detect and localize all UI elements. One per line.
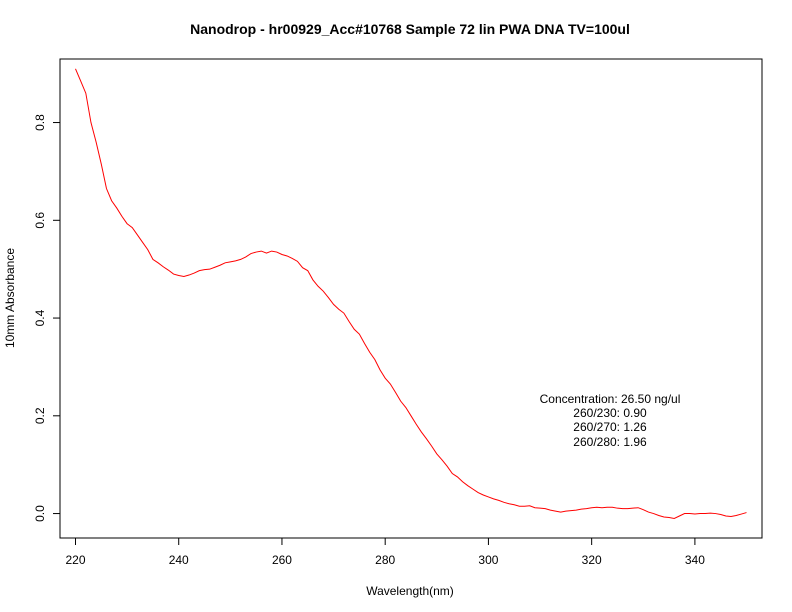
absorbance-series-line	[75, 68, 747, 519]
x-tick-label: 280	[375, 553, 395, 567]
y-tick-label: 0.8	[33, 114, 47, 131]
x-tick-label: 300	[478, 553, 498, 567]
x-tick-label: 260	[272, 553, 292, 567]
x-tick-label: 340	[685, 553, 705, 567]
x-tick-label: 320	[582, 553, 602, 567]
x-axis: 220 240 260 280 300 320 340	[65, 537, 705, 567]
y-axis-label: 10mm Absorbance	[3, 248, 17, 348]
plot-frame	[59, 58, 763, 539]
y-tick-label: 0.6	[33, 212, 47, 229]
x-tick-label: 220	[65, 553, 85, 567]
x-tick-label: 240	[169, 553, 189, 567]
concentration-annotation: Concentration: 26.50 ng/ul	[540, 392, 681, 406]
y-axis: 0.0 0.2 0.4 0.6 0.8	[33, 114, 61, 522]
y-tick-label: 0.2	[33, 407, 47, 424]
ratio-260-280-annotation: 260/280: 1.96	[573, 435, 647, 449]
chart-title: Nanodrop - hr00929_Acc#10768 Sample 72 l…	[190, 21, 630, 37]
x-axis-label: Wavelength(nm)	[366, 584, 454, 598]
ratio-260-230-annotation: 260/230: 0.90	[573, 406, 647, 420]
y-tick-label: 0.4	[33, 309, 47, 326]
stats-annotations: Concentration: 26.50 ng/ul 260/230: 0.90…	[540, 392, 681, 449]
y-tick-label: 0.0	[33, 505, 47, 522]
ratio-260-270-annotation: 260/270: 1.26	[573, 420, 647, 434]
